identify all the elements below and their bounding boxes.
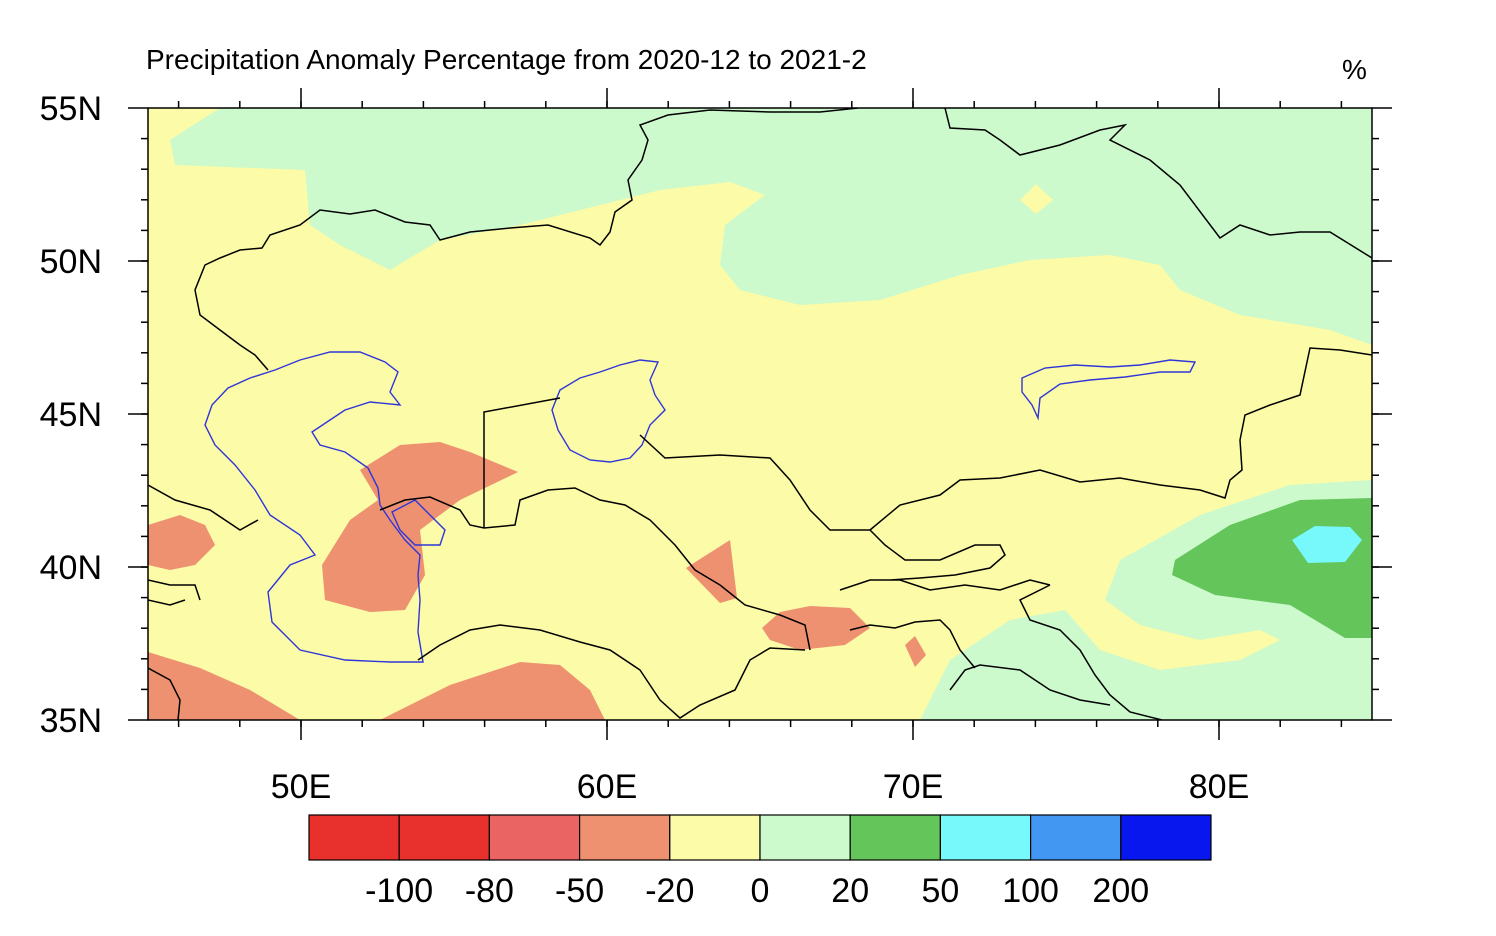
water-outlines <box>204 351 1197 663</box>
color-bar-label: -80 <box>465 872 514 910</box>
kyrgyz-tajik-borders <box>839 529 1051 669</box>
color-bar-box <box>849 814 942 861</box>
lon-tick-label: 70E <box>883 768 944 806</box>
color-bar-box <box>578 814 671 861</box>
field-turkmen-dry <box>686 540 737 603</box>
afghanistan-border <box>949 664 1111 706</box>
color-bar-label: -100 <box>365 872 433 910</box>
color-bar-box <box>759 814 851 861</box>
color-bar-box <box>669 814 761 861</box>
anomaly-fields <box>148 108 1372 720</box>
russia-kazakhstan-border <box>194 108 859 371</box>
color-bar-label: 20 <box>831 872 869 910</box>
color-bar-box <box>308 814 400 861</box>
field-tajik-dry <box>905 636 926 667</box>
uzbekistan-turkmenistan-border <box>379 487 811 651</box>
field-southwest-dry <box>148 652 300 720</box>
caucasus-borders <box>148 484 259 720</box>
lat-tick-label: 35N <box>40 702 102 740</box>
kazakhstan-uzbekistan-border <box>483 397 870 531</box>
lat-tick-label: 50N <box>40 243 102 281</box>
lake-balkhash-outline <box>1021 359 1197 421</box>
national-borders <box>148 108 1372 720</box>
color-bar-label: 200 <box>1092 872 1149 910</box>
color-bar-label: 100 <box>1002 872 1059 910</box>
aral-sea-outline <box>551 359 666 463</box>
field-east-100-200 <box>1292 526 1362 563</box>
lat-tick-label: 55N <box>40 90 102 128</box>
color-bar-label: -20 <box>645 872 694 910</box>
china-west-border <box>1018 584 1163 720</box>
field-yellow-spot <box>1020 184 1053 214</box>
lat-tick-label: 40N <box>40 549 102 587</box>
field-uzbek-dry <box>762 606 870 650</box>
color-bar-box <box>1029 814 1122 861</box>
map-title: Precipitation Anomaly Percentage from 20… <box>146 44 867 75</box>
axis-ticks <box>128 88 1392 740</box>
lat-tick-label: 45N <box>40 396 102 434</box>
units-label: % <box>1342 54 1367 85</box>
kara-bogaz-outline <box>391 499 446 546</box>
lon-tick-label: 50E <box>271 768 332 806</box>
caspian-sea-outline <box>204 351 424 663</box>
color-bar-box <box>939 814 1032 861</box>
field-west-dry <box>148 515 215 570</box>
color-bar-box <box>398 814 491 861</box>
latitude-labels: 55N 50N 45N 40N 35N <box>40 90 102 740</box>
longitude-labels: 50E 60E 70E 80E <box>271 768 1250 806</box>
color-bar <box>308 814 1212 861</box>
field-south-dry <box>380 662 605 720</box>
lon-tick-label: 80E <box>1189 768 1250 806</box>
field-north-20-50 <box>170 108 1372 345</box>
color-bar-label: 50 <box>921 872 959 910</box>
field-caspian-dry <box>322 442 518 612</box>
lon-tick-label: 60E <box>577 768 638 806</box>
color-bar-box <box>488 814 581 861</box>
kazakhstan-china-border <box>869 347 1372 531</box>
color-bar-box <box>1120 814 1212 861</box>
color-bar-labels: -100 -80 -50 -20 0 20 50 100 200 <box>365 872 1149 910</box>
color-bar-label: -50 <box>555 872 604 910</box>
color-bar-label: 0 <box>751 872 770 910</box>
turkmenistan-iran-border <box>417 624 806 719</box>
kazakhstan-north-east-border <box>944 108 1372 259</box>
